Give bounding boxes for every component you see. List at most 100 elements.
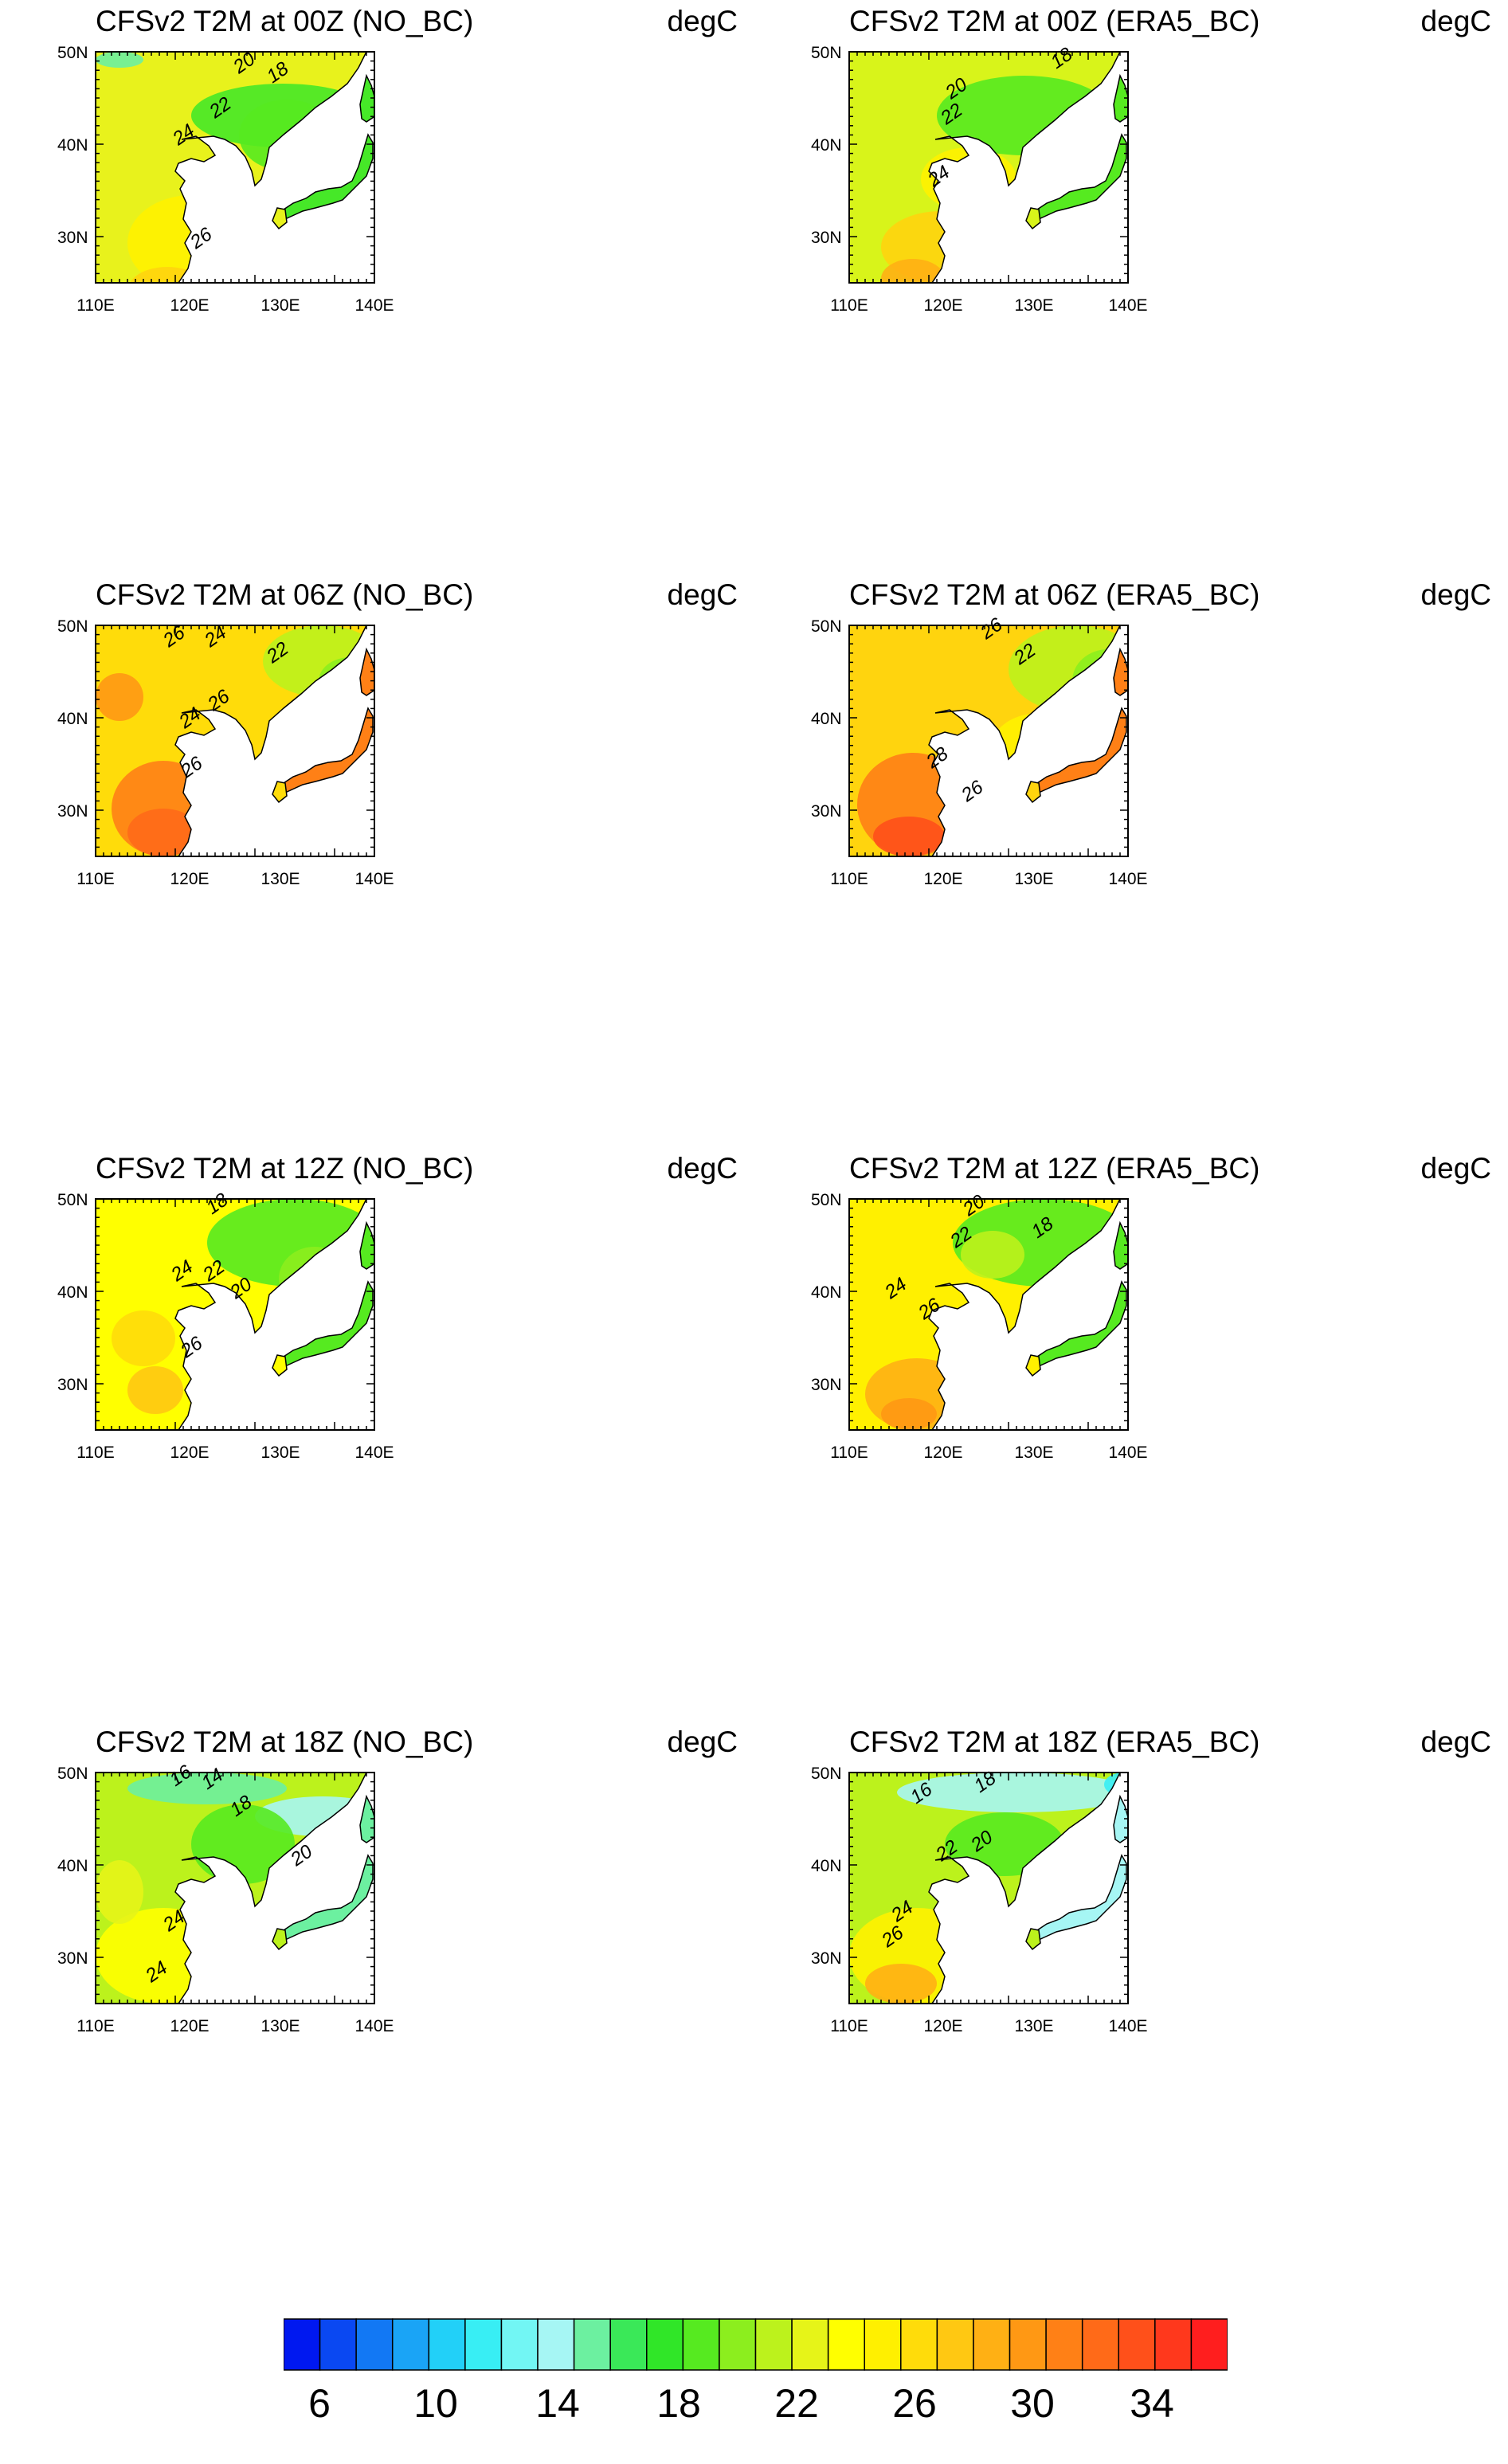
axis-ticks [95,1772,375,2004]
lon-label: 120E [170,870,210,888]
plot-frame [848,51,1129,284]
colorbar-box [827,2318,865,2371]
panel-units: degC [667,578,738,611]
temperature-field [849,1199,1128,1430]
hokkaido-landmass [359,1220,374,1270]
lon-label: 110E [830,296,868,315]
japan-landmass [1036,133,1127,221]
panel-00z-era5bc: 18 20 22 24 CFSv2 T2M at 00Z (ERA5_BC) degC… [754,0,1507,574]
colorbar-label: 14 [535,2381,580,2426]
panel-12z-nobc: 18 24 22 20 26 CFSv2 T2M at 12Z (NO_BC) degC… [0,1147,754,1721]
japan-landmass [1036,707,1127,794]
hokkaido-landmass [359,73,374,123]
sea-area [928,52,1128,283]
lat-label: 50N [811,617,842,636]
panel-18z-nobc: 16 14 18 20 24 24 CFSv2 T2M at 18Z (NO_BC) de… [0,1721,754,2294]
lon-label: 140E [1108,2017,1148,2035]
lat-label: 30N [57,1949,88,1968]
lat-label: 50N [57,44,88,62]
lat-label: 50N [811,44,842,62]
kyushu-landmass [272,1928,288,1951]
japan-landmass [283,1280,374,1368]
panel-06z-era5bc: 26 22 28 26 CFSv2 T2M at 06Z (ERA5_BC) degC… [754,574,1507,1147]
colorbar-box [900,2318,938,2371]
lon-label: 110E [76,1444,115,1462]
temperature-field [96,1773,374,2004]
japan-landmass [1036,1280,1127,1368]
axis-ticks [95,625,375,857]
lat-label: 50N [811,1191,842,1209]
panel-units: degC [667,1152,738,1185]
lat-label: 50N [57,1765,88,1783]
lat-label: 50N [57,617,88,636]
colorbar-box [719,2318,757,2371]
kyushu-landmass [272,781,288,804]
sea-area [928,1199,1128,1430]
hokkaido-landmass [1113,1220,1128,1270]
colorbar-box [1154,2318,1193,2371]
hokkaido-landmass [1113,647,1128,696]
lon-label: 120E [923,2017,963,2035]
temperature-field [96,625,374,856]
lon-label: 130E [1014,296,1054,315]
plot-frame [95,1772,375,2004]
temperature-field [849,625,1128,856]
lon-label: 120E [923,296,963,315]
lat-label: 30N [811,229,842,247]
lon-label: 110E [76,296,115,315]
lon-label: 130E [1014,1444,1054,1462]
panel-units: degC [1420,1152,1491,1185]
lon-label: 110E [830,870,868,888]
axis-ticks [848,625,1129,857]
lon-label: 110E [76,2017,115,2035]
hokkaido-landmass [359,647,374,696]
lat-label: 30N [811,1376,842,1394]
lon-label: 140E [354,870,394,888]
lat-label: 40N [811,710,842,728]
kyushu-landmass [272,1354,288,1377]
plot-frame [848,1772,1129,2004]
colorbar-label: 34 [1130,2381,1174,2426]
japan-landmass [1036,1854,1127,1941]
lon-label: 120E [923,870,963,888]
colorbar-box [319,2318,357,2371]
colorbar-box [791,2318,829,2371]
panel-title: CFSv2 T2M at 06Z (NO_BC) [96,578,474,611]
lat-label: 30N [57,1376,88,1394]
colorbar-box [391,2318,430,2371]
colorbar-box [936,2318,974,2371]
colorbar-label: 6 [308,2381,331,2426]
lat-label: 50N [57,1191,88,1209]
colorbar-label: 26 [892,2381,937,2426]
sea-area [928,1773,1128,2004]
lon-label: 110E [830,2017,868,2035]
panel-title: CFSv2 T2M at 00Z (NO_BC) [96,5,474,37]
colorbar-box [1190,2318,1228,2371]
lon-label: 130E [260,296,300,315]
kyushu-landmass [272,207,288,230]
lat-label: 40N [57,710,88,728]
hokkaido-landmass [1113,73,1128,123]
panel-title: CFSv2 T2M at 12Z (NO_BC) [96,1152,474,1185]
plot-frame [848,625,1129,857]
colorbar-box [500,2318,539,2371]
plot-frame [848,1198,1129,1431]
lat-label: 40N [57,136,88,155]
kyushu-landmass [1025,207,1041,230]
lon-label: 130E [1014,2017,1054,2035]
lon-label: 110E [76,870,115,888]
kyushu-landmass [1025,1354,1041,1377]
lat-label: 30N [57,229,88,247]
panel-units: degC [1420,5,1491,37]
lon-label: 120E [170,1444,210,1462]
panel-06z-nobc: 26 24 22 26 24 26 CFSv2 T2M at 06Z (NO_BC) de… [0,574,754,1147]
temperature-field [849,52,1128,283]
sea-area [174,52,374,283]
panel-00z-nobc: 20 18 22 24 26 CFSv2 T2M at 00Z (NO_BC) degC… [0,0,754,574]
lon-label: 130E [260,1444,300,1462]
